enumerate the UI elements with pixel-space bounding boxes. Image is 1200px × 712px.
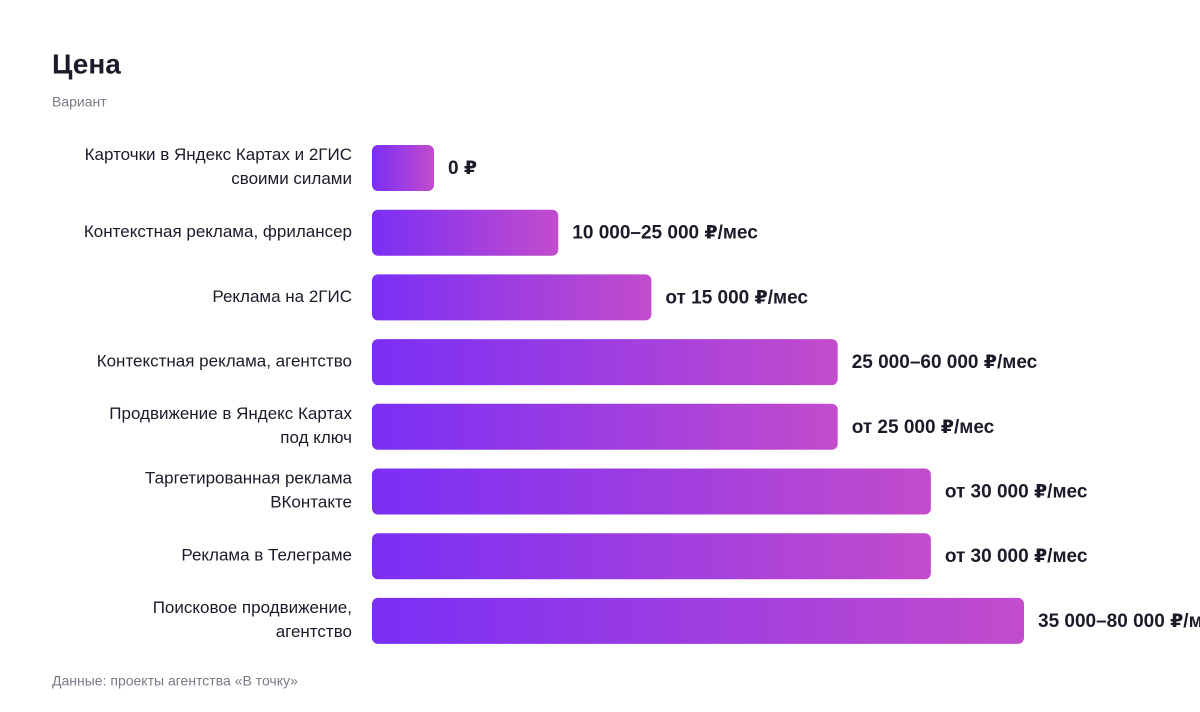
bar — [372, 403, 838, 450]
bar — [372, 145, 434, 191]
value-label: от 30 000 ₽/мес — [945, 546, 1088, 567]
bar — [372, 597, 1024, 644]
value-label: 25 000–60 000 ₽/мес — [852, 352, 1038, 373]
bar — [372, 468, 931, 515]
category-label: Продвижение в Яндекс Картах под ключ — [109, 404, 352, 447]
value-label: от 30 000 ₽/мес — [945, 482, 1088, 503]
bar — [372, 274, 652, 321]
value-label: 35 000–80 000 ₽/мес — [1038, 611, 1200, 632]
chart-subtitle: Вариант — [52, 94, 107, 110]
category-label: Контекстная реклама, агентство — [97, 352, 352, 371]
bar — [372, 209, 559, 256]
bar — [372, 533, 931, 580]
bar — [372, 339, 838, 386]
value-label: от 25 000 ₽/мес — [852, 417, 995, 438]
category-label: Таргетированная реклама ВКонтакте — [145, 469, 352, 512]
value-label: 10 000–25 000 ₽/мес — [572, 223, 758, 244]
category-label: Реклама в Телеграме — [181, 546, 352, 565]
chart-title: Цена — [52, 48, 121, 79]
value-label: 0 ₽ — [448, 158, 477, 179]
value-label: от 15 000 ₽/мес — [665, 287, 808, 308]
source-note: Данные: проекты агентства «В точку» — [52, 673, 298, 689]
category-label: Поисковое продвижение, агентство — [153, 598, 352, 641]
category-label: Реклама на 2ГИС — [212, 287, 352, 306]
category-label: Карточки в Яндекс Картах и 2ГИС своими си… — [85, 145, 352, 188]
category-label: Контекстная реклама, фрилансер — [84, 222, 352, 241]
